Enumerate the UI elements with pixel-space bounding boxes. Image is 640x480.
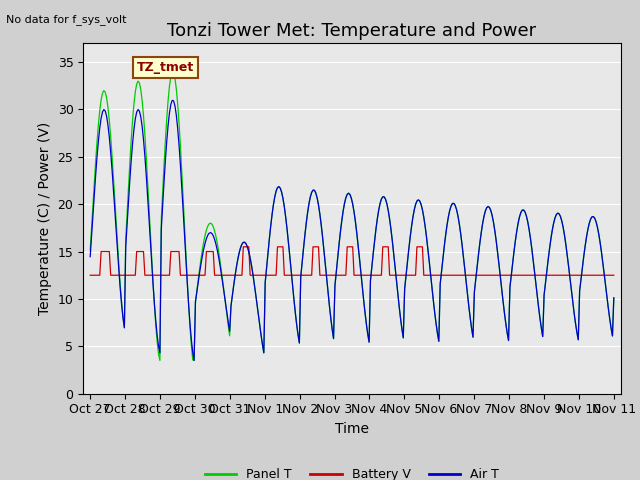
Battery V (86, 272, 94, 278)
Air T (168, 97, 176, 103)
Battery V (239, 244, 247, 250)
Panel T (540, 292, 548, 298)
Title: Tonzi Tower Met: Temperature and Power: Tonzi Tower Met: Temperature and Power (168, 22, 536, 40)
Battery V (120, 272, 128, 278)
Panel T (609, 333, 616, 339)
Text: TZ_tmet: TZ_tmet (137, 61, 194, 74)
Y-axis label: Temperature (C) / Power (V): Temperature (C) / Power (V) (38, 122, 52, 315)
Air T (358, 284, 366, 289)
Air T (610, 295, 618, 301)
Line: Battery V: Battery V (90, 247, 614, 275)
Panel T (358, 284, 366, 289)
Air T (462, 279, 470, 285)
Panel T (168, 69, 176, 75)
Battery V (104, 249, 112, 254)
Legend: Panel T, Battery V, Air T: Panel T, Battery V, Air T (200, 463, 504, 480)
Air T (540, 292, 548, 298)
Line: Air T: Air T (90, 100, 614, 360)
Air T (609, 333, 616, 339)
Panel T (462, 279, 470, 285)
Battery V (357, 272, 365, 278)
Panel T (156, 358, 164, 363)
Panel T (86, 247, 94, 253)
Panel T (120, 324, 128, 330)
Air T (86, 254, 94, 260)
Battery V (539, 272, 547, 278)
Text: No data for f_sys_volt: No data for f_sys_volt (6, 14, 127, 25)
Air T (120, 325, 128, 331)
Battery V (607, 272, 615, 278)
Battery V (461, 272, 468, 278)
Air T (104, 122, 112, 128)
Line: Panel T: Panel T (90, 72, 614, 360)
X-axis label: Time: Time (335, 422, 369, 436)
Air T (190, 358, 198, 363)
Battery V (610, 272, 618, 278)
Panel T (104, 105, 112, 110)
Panel T (610, 295, 618, 301)
